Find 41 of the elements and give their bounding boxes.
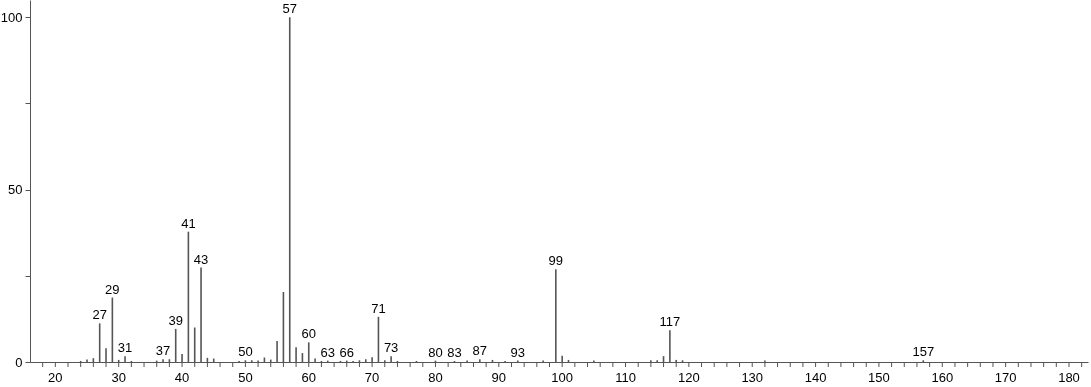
x-tick-label: 40 — [174, 370, 190, 385]
x-tick-label: 180 — [1058, 370, 1080, 385]
x-tick-label: 30 — [111, 370, 126, 385]
annotation: 57 — [282, 1, 297, 17]
x-tick-label: 170 — [994, 370, 1017, 385]
x-tick-label: 110 — [615, 370, 636, 385]
annotation: 39 — [168, 312, 183, 328]
x-tick-label: 100 — [551, 370, 574, 385]
annotation: 71 — [371, 300, 386, 316]
x-tick-label: 140 — [804, 370, 827, 385]
annotation: 73 — [383, 340, 399, 356]
x-tick-label: 90 — [491, 370, 507, 385]
annotation: 66 — [339, 344, 354, 360]
annotation: 37 — [155, 343, 171, 359]
annotation: 80 — [428, 344, 443, 360]
x-tick-label: 20 — [48, 370, 63, 385]
annotation: 60 — [301, 326, 316, 342]
annotation: 41 — [181, 215, 196, 231]
annotation: 157 — [912, 344, 935, 360]
x-tick-label: 120 — [678, 370, 700, 385]
y-tick-label: 50 — [8, 182, 23, 198]
x-tick-label: 130 — [741, 370, 764, 385]
annotation: 99 — [548, 253, 564, 269]
y-tick-label: 0 — [15, 354, 23, 370]
annotation: 27 — [92, 307, 107, 323]
x-tick-label: 70 — [364, 370, 380, 385]
x-tick-label: 160 — [931, 370, 954, 385]
annotation: 50 — [238, 344, 253, 360]
x-tick-label: 80 — [428, 370, 443, 385]
annotation: 87 — [472, 343, 488, 359]
annotation: 29 — [105, 281, 120, 297]
annotation: 93 — [510, 344, 526, 360]
y-tick-label: 100 — [0, 9, 23, 25]
annotation: 83 — [447, 344, 462, 360]
x-tick-label: 150 — [868, 370, 890, 385]
annotation: 63 — [320, 344, 335, 360]
annotation: 117 — [659, 314, 681, 330]
x-tick-label: 50 — [238, 370, 253, 385]
annotation: 43 — [193, 251, 209, 267]
x-tick-label: 60 — [301, 370, 316, 385]
annotation: 31 — [117, 340, 133, 356]
